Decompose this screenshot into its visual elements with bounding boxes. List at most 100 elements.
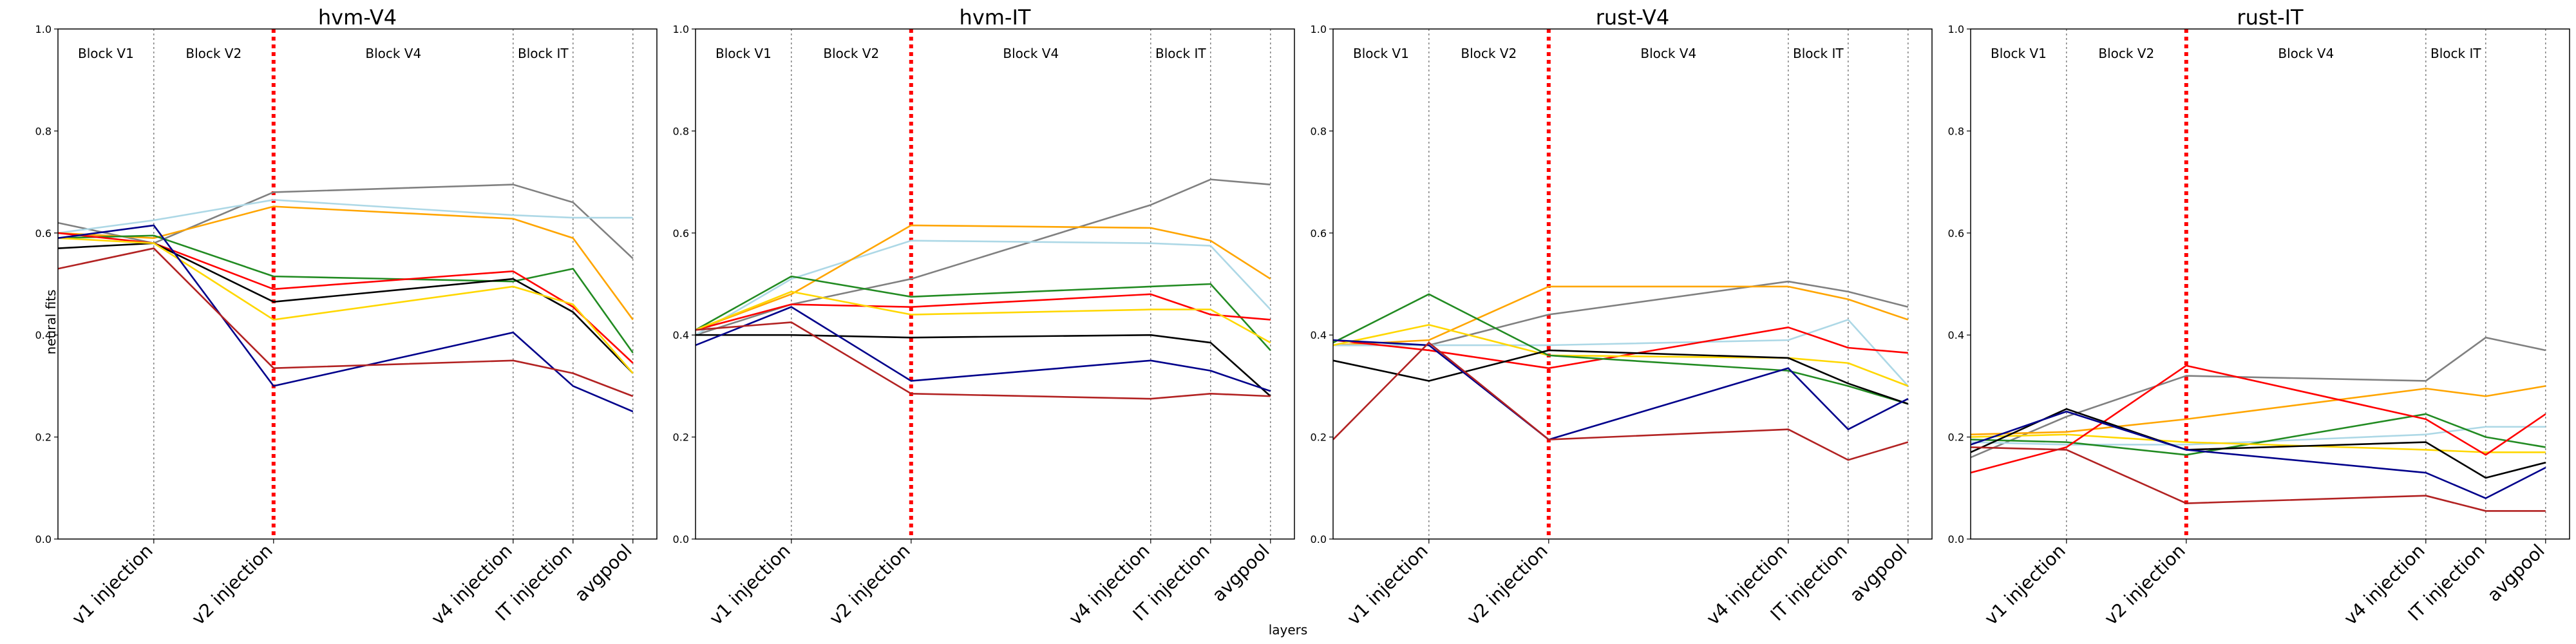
series-line: [1332, 327, 1908, 369]
y-tick-label: 0.8: [1311, 125, 1327, 137]
series-line: [1333, 280, 1909, 346]
series-line: [1970, 426, 2546, 446]
plot-frame: [1970, 28, 2570, 540]
x-tick-label: v2 injection: [825, 540, 914, 629]
x-tick-label: v1 injection: [1343, 540, 1432, 629]
x-tick-label: avgpool: [571, 540, 636, 606]
x-tick-label: avgpool: [1846, 540, 1911, 606]
y-tick-label: 0.2: [673, 431, 689, 444]
y-tick-label: 1.0: [673, 23, 689, 35]
block-label: Block IT: [518, 46, 569, 61]
series-line: [1970, 413, 2546, 456]
y-tick-label: 0.6: [35, 227, 52, 240]
y-tick-label: 0.2: [1311, 431, 1327, 444]
block-label: Block IT: [2430, 46, 2481, 61]
y-tick-label: 0.6: [1948, 227, 1964, 240]
x-tick-label: v1 injection: [1980, 540, 2069, 629]
y-axis-label: neural fits: [43, 290, 59, 355]
plot-frame: [57, 28, 658, 540]
series-line: [1332, 339, 1909, 440]
series-line: [57, 247, 634, 397]
series-line: [695, 240, 1271, 336]
x-tick-label: avgpool: [2483, 540, 2549, 606]
y-tick-label: 1.0: [1311, 23, 1327, 35]
series-line: [696, 334, 1271, 397]
series-line: [57, 242, 634, 374]
panel-hvm-V4: hvm-V4 0.0 0.2 0.4 0.6 0.8 1.0 Block V1 Block V2…: [35, 5, 658, 629]
block-label: Block V1: [78, 46, 134, 61]
panel-title: rust-IT: [2237, 5, 2304, 30]
series-line: [57, 234, 634, 354]
block-label: Block V4: [1003, 46, 1059, 61]
series-line: [1970, 446, 2546, 512]
series-line: [1333, 319, 1909, 387]
series-line: [695, 321, 1271, 400]
y-tick-label: 1.0: [35, 23, 52, 35]
panel-rust-V4: rust-V4 0.0 0.2 0.4 0.6 0.8 1.0 Block V1 Block V…: [1311, 5, 1933, 629]
series-line: [695, 306, 1271, 392]
block-label: Block V2: [185, 46, 242, 61]
block-label: Block IT: [1155, 46, 1206, 61]
panel-title: hvm-V4: [318, 5, 397, 30]
series-line: [1332, 349, 1909, 405]
series-line: [1332, 293, 1909, 405]
series-line: [57, 224, 634, 413]
y-tick-label: 0.8: [1948, 125, 1964, 137]
block-label: Block V4: [1640, 46, 1696, 61]
panel-hvm-IT: hvm-IT 0.0 0.2 0.4 0.6 0.8 1.0 Block V1 Block V2…: [673, 5, 1295, 629]
plot-frame: [695, 28, 1295, 540]
series-line: [1332, 285, 1909, 346]
plot-frame: [1332, 28, 1933, 540]
series-line: [695, 224, 1271, 331]
y-tick-label: 0.0: [673, 533, 689, 545]
y-tick-label: 0.0: [1311, 533, 1327, 545]
series-line: [1970, 365, 2546, 474]
y-tick-label: 0.0: [1948, 533, 1964, 545]
y-tick-label: 0.4: [1311, 329, 1327, 341]
y-tick-label: 0.6: [673, 227, 689, 240]
x-tick-label: v2 injection: [1463, 540, 1551, 629]
y-tick-label: 0.4: [35, 329, 52, 341]
series-line: [57, 199, 633, 234]
panels: hvm-V4 0.0 0.2 0.4 0.6 0.8 1.0 Block V1 Block V2…: [35, 5, 2570, 629]
x-tick-label: v1 injection: [68, 540, 156, 629]
series-line: [1332, 324, 1909, 387]
block-label: Block IT: [1793, 46, 1844, 61]
x-tick-label: avgpool: [1208, 540, 1274, 606]
series-line: [1970, 385, 2546, 435]
block-label: Block V2: [823, 46, 879, 61]
series-line: [1970, 410, 2546, 499]
series-line: [695, 290, 1271, 344]
series-line: [57, 184, 634, 260]
y-tick-label: 0.0: [35, 533, 52, 545]
series-line: [57, 205, 634, 321]
block-label: Block V4: [365, 46, 421, 61]
y-tick-label: 0.6: [1311, 227, 1327, 240]
panel-rust-IT: rust-IT 0.0 0.2 0.4 0.6 0.8 1.0 Block V1 Block V…: [1948, 5, 2570, 629]
block-label: Block V4: [2278, 46, 2334, 61]
y-tick-label: 0.4: [673, 329, 689, 341]
panel-title: rust-V4: [1596, 5, 1670, 30]
y-tick-label: 0.2: [1948, 431, 1964, 444]
series-line: [1332, 341, 1909, 461]
series-line: [1970, 336, 2546, 459]
series-line: [57, 237, 634, 374]
y-tick-label: 0.2: [35, 431, 52, 444]
series-line: [695, 275, 1271, 351]
panel-title: hvm-IT: [960, 5, 1031, 30]
x-tick-label: v1 injection: [705, 540, 794, 629]
series-line: [695, 293, 1271, 331]
x-axis-label: layers: [1269, 622, 1308, 638]
x-tick-label: v2 injection: [187, 540, 276, 629]
block-label: Block V1: [715, 46, 772, 61]
y-tick-label: 1.0: [1948, 23, 1964, 35]
y-tick-label: 0.4: [1948, 329, 1964, 341]
x-tick-label: v2 injection: [2100, 540, 2189, 629]
y-tick-label: 0.8: [673, 125, 689, 137]
block-label: Block V2: [2098, 46, 2154, 61]
y-tick-label: 0.8: [35, 125, 52, 137]
block-label: Block V1: [1991, 46, 2047, 61]
block-label: Block V2: [1461, 46, 1517, 61]
block-label: Block V1: [1353, 46, 1409, 61]
